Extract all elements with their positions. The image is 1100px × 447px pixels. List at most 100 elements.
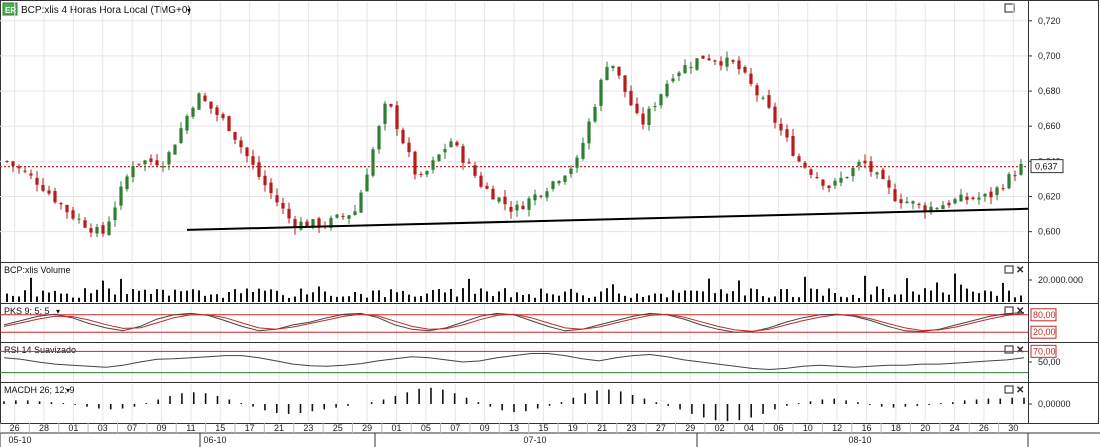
- title-bar: ER BCP:xlis 4 Horas Hora Local (TMG+0) ▾: [2, 2, 1015, 16]
- maximize-icon[interactable]: [1004, 345, 1014, 354]
- maximize-icon[interactable]: [1004, 306, 1014, 315]
- candle-body: [587, 121, 591, 144]
- candle-body: [155, 160, 159, 166]
- candle-body: [47, 190, 51, 194]
- price-tick-label: 0,620: [1038, 192, 1061, 202]
- candle-body: [149, 158, 153, 162]
- x-tick-label: 07: [127, 423, 137, 433]
- panel-frame-price: [0, 0, 1099, 263]
- x-tick-label: 09: [157, 423, 167, 433]
- close-icon[interactable]: ✕: [1016, 265, 1024, 276]
- close-icon[interactable]: ✕: [1016, 345, 1024, 356]
- rsi-tick-label: 50,00: [1038, 357, 1061, 367]
- x-tick-label: 17: [245, 423, 255, 433]
- maximize-icon[interactable]: [1004, 265, 1014, 274]
- logo-text: ER: [5, 6, 16, 15]
- candle-body: [143, 160, 147, 165]
- candle-body: [833, 180, 837, 186]
- candle-body: [107, 221, 111, 236]
- x-month-label: 06-10: [203, 435, 226, 445]
- candle-body: [35, 177, 39, 185]
- candle-body: [59, 203, 63, 205]
- logo-badge[interactable]: [2, 2, 18, 16]
- rsi-level-box: [1030, 344, 1057, 358]
- x-tick-label: 23: [303, 423, 313, 433]
- candle-body: [11, 161, 15, 166]
- candle-body: [929, 206, 933, 213]
- x-tick-label: 16: [861, 423, 871, 433]
- candle-body: [935, 207, 939, 209]
- maximize-icon[interactable]: [1004, 3, 1015, 13]
- chart-title[interactable]: BCP:xlis 4 Horas Hora Local (TMG+0): [21, 5, 191, 16]
- candle-body: [983, 193, 987, 197]
- candle-body: [293, 219, 297, 228]
- support-trendline: [186, 207, 1029, 231]
- candle-body: [29, 173, 33, 176]
- candle-body: [245, 147, 249, 157]
- candle-body: [329, 217, 333, 228]
- candle-body: [593, 106, 597, 122]
- candle-body: [71, 210, 75, 219]
- title-dropdown-icon[interactable]: ▾: [187, 6, 191, 15]
- rsi-title: RSI 14 Suavizado: [4, 345, 76, 355]
- x-tick-label: 11: [186, 423, 195, 433]
- candle-body: [299, 221, 303, 230]
- candle-body: [917, 203, 921, 205]
- candle-body: [623, 75, 627, 92]
- candle-body: [371, 149, 375, 176]
- candle-body: [863, 160, 867, 164]
- candle-body: [113, 207, 117, 221]
- candle-body: [383, 103, 387, 124]
- candle-body: [197, 93, 201, 110]
- x-tick-label: 10: [803, 423, 813, 433]
- close-icon[interactable]: ✕: [1016, 385, 1024, 396]
- candle-body: [455, 142, 459, 146]
- candle-body: [701, 55, 705, 59]
- candle-body: [563, 175, 567, 182]
- candle-body: [479, 175, 483, 187]
- candle-body: [653, 105, 657, 108]
- candle-body: [443, 149, 447, 153]
- candle-body: [23, 170, 27, 172]
- x-tick-label: 30: [1008, 423, 1018, 433]
- candle-body: [95, 226, 99, 234]
- x-axis: 26 28 01 03 07 09 11 15 17 21 23 25 29 01 05 07 09 13 15 19…: [0, 423, 1100, 447]
- candle-body: [731, 60, 735, 62]
- x-tick-label: 04: [744, 423, 754, 433]
- candle-body: [599, 79, 603, 106]
- x-tick-label: 15: [215, 423, 225, 433]
- x-tick-label: 02: [715, 423, 725, 433]
- price-tick-label: 0,680: [1038, 86, 1061, 96]
- candle-body: [629, 90, 633, 106]
- candle-body: [1013, 175, 1017, 177]
- close-icon[interactable]: ✕: [1016, 306, 1024, 317]
- candle-body: [707, 58, 711, 61]
- candle-body: [743, 67, 747, 73]
- candle-body: [575, 157, 579, 168]
- candle-body: [695, 58, 699, 70]
- maximize-icon[interactable]: [1004, 385, 1014, 394]
- candle-body: [815, 176, 819, 178]
- x-tick-label: 13: [509, 423, 519, 433]
- candle-body: [449, 141, 453, 148]
- candle-body: [989, 191, 993, 198]
- candle-body: [503, 196, 507, 205]
- stochastic-level-box: [1030, 325, 1057, 339]
- candle-body: [101, 225, 105, 234]
- candle-body: [365, 174, 369, 192]
- stochastic-series-line: [3, 312, 1025, 333]
- x-tick-label: 28: [39, 423, 49, 433]
- x-tick-label: 20: [920, 423, 930, 433]
- candle-body: [887, 180, 891, 188]
- candle-body: [737, 60, 741, 70]
- candle-body: [827, 185, 831, 188]
- x-tick-label: 25: [333, 423, 343, 433]
- candle-body: [725, 57, 729, 67]
- x-tick-label: 01: [392, 423, 402, 433]
- x-tick-label: 07: [450, 423, 460, 433]
- candle-body: [335, 214, 339, 218]
- candle-body: [173, 144, 177, 155]
- candle-body: [683, 65, 687, 74]
- candle-body: [215, 107, 219, 115]
